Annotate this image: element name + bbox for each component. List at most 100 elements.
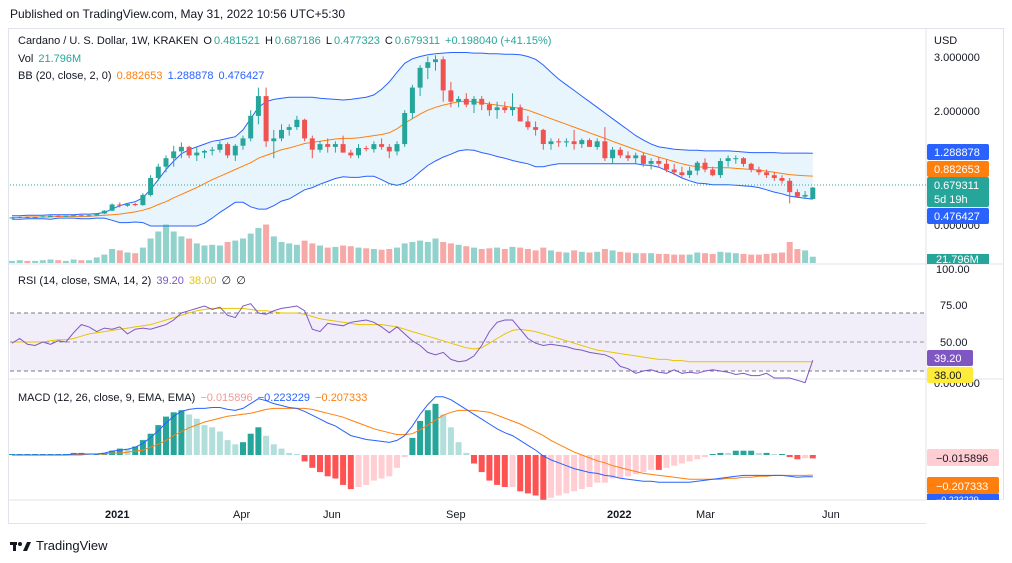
volume-bar bbox=[240, 238, 246, 263]
macd-histogram-bar bbox=[532, 455, 539, 496]
price-tick-2: 2.000000 bbox=[934, 106, 980, 118]
macd-histogram-bar bbox=[571, 455, 578, 492]
high-key: H bbox=[264, 35, 273, 47]
macd-histogram-bar bbox=[355, 455, 362, 487]
candle-body bbox=[533, 127, 539, 130]
macd-histogram-bar bbox=[432, 403, 439, 455]
macd-histogram-bar bbox=[794, 455, 801, 460]
volume-bar bbox=[317, 245, 323, 263]
volume-bar bbox=[147, 238, 154, 263]
candle-body bbox=[640, 155, 646, 164]
symbol-label[interactable]: Cardano / U. S. Dollar, 1W, KRAKEN bbox=[18, 35, 199, 47]
volume-bar bbox=[517, 247, 524, 263]
published-caption: Published on TradingView.com, May 31, 20… bbox=[10, 7, 345, 21]
macd-legend[interactable]: MACD (12, 26, close, 9, EMA, EMA) −0.015… bbox=[18, 392, 369, 404]
candlesticks[interactable] bbox=[9, 55, 816, 219]
candle-body bbox=[510, 107, 515, 111]
macd-histogram-bar bbox=[255, 427, 262, 455]
bb-upper-value: 1.288878 bbox=[167, 70, 214, 82]
macd-histogram-bar bbox=[440, 414, 447, 455]
volume-bar bbox=[247, 233, 254, 263]
volume-bar bbox=[486, 248, 493, 263]
macd-histogram-bar bbox=[394, 455, 400, 468]
macd-histogram-bar bbox=[617, 455, 624, 479]
volume-bar bbox=[132, 253, 139, 263]
candle-body bbox=[379, 144, 385, 147]
macd-histogram-bar bbox=[209, 427, 216, 455]
volume-legend[interactable]: Vol 21.796M bbox=[18, 53, 83, 65]
tradingview-footer[interactable]: TradingView bbox=[10, 538, 108, 553]
volume-bar bbox=[586, 252, 593, 263]
volume-bar bbox=[378, 249, 385, 263]
volume-bar bbox=[663, 253, 670, 263]
high-value: 0.687186 bbox=[274, 35, 321, 47]
low-value: 0.477323 bbox=[333, 35, 380, 47]
macd-histogram-bar bbox=[324, 455, 331, 477]
volume-bar bbox=[501, 249, 508, 263]
rsi-empty-1: ∅ bbox=[221, 275, 232, 287]
macd-histogram-bar bbox=[386, 455, 393, 477]
volume-bar bbox=[771, 253, 778, 263]
volume-bar bbox=[93, 257, 100, 263]
macd-histogram-bar bbox=[578, 455, 585, 490]
candle-body bbox=[40, 216, 46, 218]
volume-bar bbox=[401, 243, 408, 263]
change-value: +0.198040 (+41.15%) bbox=[445, 35, 552, 47]
bb-lower-value: 0.476427 bbox=[218, 70, 265, 82]
volume-bar bbox=[809, 256, 816, 263]
volume-bar bbox=[678, 254, 685, 263]
rsi-tick-100: 100.00 bbox=[936, 264, 970, 276]
macd-lines bbox=[9, 396, 816, 500]
macd-value: −0.223229 bbox=[257, 392, 311, 404]
macd-histogram-bar bbox=[471, 455, 477, 464]
candle-body bbox=[132, 204, 138, 206]
candle-body bbox=[417, 67, 423, 88]
bb-legend[interactable]: BB (20, close, 2, 0) 0.882653 1.288878 0… bbox=[18, 70, 266, 82]
volume-bar bbox=[370, 249, 377, 263]
macd-histogram-bar bbox=[686, 455, 693, 462]
macd-histogram-bar bbox=[309, 455, 316, 468]
macd-histogram-bar bbox=[193, 418, 200, 455]
macd-histogram-bar bbox=[370, 455, 377, 481]
low-key: L bbox=[325, 35, 332, 47]
volume-bar bbox=[109, 249, 116, 263]
rsi-legend[interactable]: RSI (14, close, SMA, 14, 2) 39.20 38.00 … bbox=[18, 274, 248, 287]
macd-histogram-bar bbox=[517, 455, 524, 492]
volume-bar bbox=[509, 246, 516, 263]
volume-bar bbox=[609, 250, 616, 263]
volume-bar bbox=[779, 252, 785, 263]
volume-bar bbox=[39, 260, 46, 263]
candle-body bbox=[425, 62, 431, 68]
candle-body bbox=[225, 144, 231, 156]
macd-histogram-bar bbox=[417, 420, 424, 455]
candle-body bbox=[556, 141, 562, 143]
macd-histogram-bar bbox=[317, 455, 323, 473]
volume-bar bbox=[86, 260, 92, 263]
candle-body bbox=[548, 141, 554, 145]
macd-histogram-bar bbox=[301, 455, 308, 462]
badge-volume: 21.796M bbox=[927, 254, 989, 266]
volume-bar bbox=[193, 243, 200, 263]
volume-bar bbox=[594, 251, 601, 263]
candle-body bbox=[479, 98, 485, 105]
candle-body bbox=[633, 155, 639, 159]
candle-body bbox=[125, 204, 130, 206]
badge-macd-hist-text: −0.015896 bbox=[936, 453, 988, 465]
macd-histogram-bar bbox=[247, 433, 254, 455]
open-key: O bbox=[203, 35, 212, 47]
volume-bar bbox=[617, 251, 624, 263]
volume-bar bbox=[463, 246, 470, 263]
open-value: 0.481521 bbox=[213, 35, 260, 47]
volume-bar bbox=[447, 243, 454, 263]
macd-histogram-bar bbox=[678, 455, 685, 464]
macd-histogram-bar bbox=[694, 455, 701, 460]
macd-histogram-bar bbox=[270, 444, 277, 455]
main-legend[interactable]: Cardano / U. S. Dollar, 1W, KRAKEN O 0.48… bbox=[18, 35, 553, 47]
volume-bar bbox=[355, 247, 362, 263]
badge-bb-upper: 1.288878 bbox=[927, 144, 989, 160]
candle-body bbox=[209, 149, 215, 151]
macd-histogram-bar bbox=[163, 416, 169, 455]
candle-body bbox=[117, 204, 123, 206]
macd-histogram-bar bbox=[748, 450, 755, 455]
